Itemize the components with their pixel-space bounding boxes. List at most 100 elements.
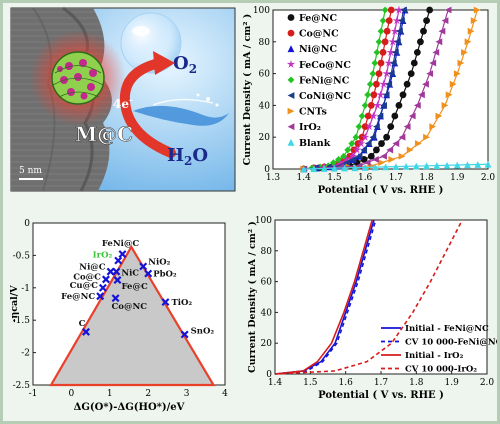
series-point bbox=[379, 79, 388, 88]
series-point bbox=[356, 139, 366, 148]
x-tick-label: 1.8 bbox=[419, 173, 434, 183]
x-tick-label: 1 bbox=[107, 389, 113, 399]
legend-label: CoNi@NC bbox=[299, 91, 351, 102]
series-point bbox=[381, 6, 389, 14]
series-point bbox=[363, 159, 371, 167]
legend-marker bbox=[287, 138, 295, 146]
series-point bbox=[399, 91, 407, 99]
data-point-label: C bbox=[79, 319, 86, 329]
series-point bbox=[391, 112, 399, 120]
series-point bbox=[413, 102, 421, 109]
series-point bbox=[384, 58, 393, 67]
data-point-marker bbox=[82, 327, 90, 336]
series-point bbox=[383, 133, 391, 141]
series-point bbox=[461, 49, 468, 56]
series-point bbox=[473, 6, 481, 14]
legend-marker bbox=[287, 45, 295, 53]
legend-label: CNTs bbox=[299, 107, 327, 118]
series-point bbox=[423, 17, 430, 24]
data-point-label: Co@NC bbox=[112, 302, 148, 312]
data-point-label: NiO₂ bbox=[148, 257, 170, 267]
series-point bbox=[414, 140, 422, 147]
series-point bbox=[392, 16, 402, 25]
series-line bbox=[303, 9, 431, 170]
data-point-marker bbox=[98, 283, 107, 292]
legend-label: IrO₂ bbox=[299, 122, 321, 133]
series-point bbox=[377, 27, 385, 35]
y-tick-label: -1 bbox=[21, 284, 30, 294]
series-point bbox=[412, 162, 420, 170]
series-point bbox=[336, 158, 345, 167]
series-point bbox=[352, 133, 360, 141]
data-point-label: IrO₂ bbox=[93, 251, 113, 261]
series-point bbox=[344, 146, 352, 154]
series-point bbox=[371, 156, 379, 163]
data-point-label: Fe@C bbox=[121, 282, 147, 292]
data-point-label: NiC bbox=[121, 269, 139, 279]
y-tick-label: 80 bbox=[259, 38, 271, 48]
series-point bbox=[370, 91, 378, 99]
data-point-marker bbox=[144, 269, 153, 278]
series-point bbox=[467, 27, 475, 35]
x-tick-label: 1.9 bbox=[445, 378, 460, 388]
legend-marker bbox=[287, 123, 295, 131]
series-point bbox=[457, 59, 465, 67]
legend-label: Co@NC bbox=[299, 29, 339, 40]
series-point bbox=[426, 70, 434, 77]
legend-marker bbox=[287, 107, 295, 115]
series-point bbox=[444, 6, 452, 14]
series-point bbox=[388, 156, 396, 163]
x-tick-label: 4 bbox=[222, 389, 228, 399]
series-point bbox=[441, 17, 449, 24]
series-point bbox=[376, 112, 384, 120]
legend-label: CV 10 000-FeNi@NC bbox=[405, 338, 497, 348]
illustration-panel: O2 4e- H2O M@C 5 nm bbox=[10, 6, 236, 192]
x-tick-label: 2.0 bbox=[480, 378, 495, 388]
series-point bbox=[387, 6, 395, 14]
y-tick-label: 60 bbox=[261, 278, 273, 288]
series-point bbox=[386, 146, 394, 154]
series-point bbox=[378, 159, 385, 167]
series-point bbox=[364, 91, 372, 99]
x-tick-label: 2 bbox=[145, 389, 151, 399]
legend-label: CV 10 000-IrO₂ bbox=[405, 365, 477, 375]
series-point bbox=[410, 59, 418, 67]
data-point-label: PbO₂ bbox=[153, 270, 177, 280]
series-point bbox=[380, 102, 387, 109]
x-tick-label: 3 bbox=[184, 389, 190, 399]
series-point bbox=[387, 70, 395, 77]
x-tick-label: 1.7 bbox=[374, 378, 389, 388]
series-point bbox=[400, 6, 407, 14]
legend-marker bbox=[286, 59, 296, 68]
series-point bbox=[435, 38, 443, 46]
data-point-label: TiO₂ bbox=[171, 298, 192, 308]
series-point bbox=[403, 123, 411, 130]
x-tick-label: 0 bbox=[69, 389, 75, 399]
x-axis-label: Potential ( V vs. RHE ) bbox=[318, 185, 444, 196]
series-point bbox=[441, 102, 449, 109]
series-point bbox=[484, 160, 492, 168]
series-point bbox=[330, 159, 337, 167]
series-point bbox=[341, 164, 349, 172]
legend-label: FeNi@NC bbox=[299, 75, 350, 86]
series-point bbox=[300, 165, 308, 173]
series-point bbox=[453, 161, 461, 169]
x-tick-label: 1.5 bbox=[327, 173, 342, 183]
series-point bbox=[398, 133, 406, 141]
series-line bbox=[303, 9, 449, 170]
y-tick-label: 0 bbox=[266, 370, 272, 380]
x-axis-label: ΔG(O*)-ΔG(HO*)/eV bbox=[74, 402, 185, 413]
series-point bbox=[392, 140, 400, 147]
y-tick-label: 60 bbox=[259, 70, 271, 80]
y-tick-label: -0.5 bbox=[13, 251, 31, 261]
data-point-marker bbox=[112, 267, 121, 276]
series-point bbox=[343, 159, 351, 167]
h2o-label: H2O bbox=[167, 145, 208, 168]
series-point bbox=[335, 156, 342, 163]
series-point bbox=[393, 38, 401, 46]
series-point bbox=[398, 152, 406, 160]
series-point bbox=[395, 102, 403, 109]
series-point bbox=[331, 164, 338, 172]
series-point bbox=[383, 27, 391, 35]
series-point bbox=[443, 161, 451, 169]
